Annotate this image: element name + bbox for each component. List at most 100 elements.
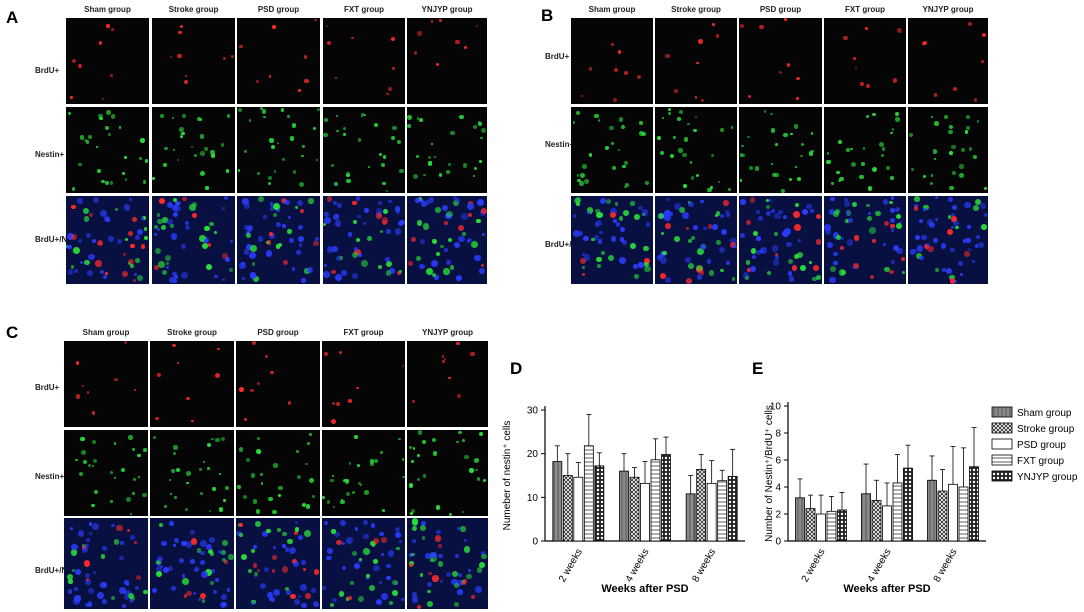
micrograph-c-r0-g2 — [236, 341, 320, 427]
cell-dot — [808, 260, 812, 264]
cell-dot — [445, 259, 452, 266]
cell-dot — [278, 242, 283, 247]
cell-dot — [129, 595, 136, 602]
cell-dot — [400, 597, 405, 602]
cell-dot — [756, 236, 761, 241]
cell-dot — [395, 526, 401, 532]
cell-dot — [179, 24, 184, 28]
cell-dot — [110, 27, 115, 31]
cell-dot — [273, 463, 278, 468]
cell-dot — [377, 264, 383, 270]
cell-dot — [224, 485, 229, 490]
cell-dot — [788, 276, 795, 282]
cell-dot — [185, 541, 192, 548]
micrograph-a-r1-g1 — [152, 107, 235, 193]
cell-dot — [287, 400, 292, 405]
cell-dot — [129, 599, 134, 604]
cell-dot — [794, 224, 801, 232]
cell-dot — [914, 234, 921, 241]
cell-dot — [868, 211, 872, 216]
cell-dot — [381, 509, 385, 512]
cell-dot — [102, 274, 108, 280]
cell-dot — [464, 539, 468, 543]
cell-dot — [82, 384, 85, 387]
cell-dot — [605, 199, 611, 205]
row-label-1: Nestin+ — [35, 150, 65, 159]
cell-dot — [478, 431, 483, 436]
cell-dot — [474, 458, 480, 464]
cell-dot — [308, 477, 314, 483]
cell-dot — [335, 77, 338, 80]
cell-dot — [209, 581, 214, 586]
cell-dot — [617, 50, 622, 54]
micrograph-b-r2-g3 — [824, 196, 906, 284]
cell-dot — [918, 218, 924, 224]
cell-dot — [229, 268, 233, 272]
cell-dot — [419, 263, 425, 270]
cell-dot — [199, 234, 206, 242]
cell-dot — [417, 196, 422, 201]
cell-dot — [574, 198, 581, 205]
cell-dot — [449, 130, 455, 136]
cell-dot — [156, 555, 164, 563]
cell-dot — [445, 571, 452, 577]
cell-dot — [162, 566, 170, 574]
cell-dot — [67, 589, 73, 594]
cell-dot — [688, 263, 694, 269]
cell-dot — [265, 250, 273, 257]
cell-dot — [890, 223, 895, 229]
group-header: Sham group — [84, 5, 131, 14]
cell-dot — [430, 260, 438, 268]
cell-dot — [431, 239, 436, 244]
cell-dot — [481, 208, 487, 214]
cell-dot — [837, 140, 842, 145]
cell-dot — [313, 18, 317, 22]
cell-dot — [641, 209, 649, 217]
cell-dot — [909, 249, 916, 255]
micrograph-c-r0-g3 — [322, 341, 405, 427]
micrograph-b-r0-g1 — [655, 18, 737, 104]
cell-dot — [730, 238, 737, 245]
cell-dot — [180, 243, 186, 249]
cell-dot — [834, 208, 840, 214]
cell-dot — [657, 255, 662, 261]
cell-dot — [222, 278, 226, 282]
cell-dot — [399, 168, 404, 174]
cell-dot — [461, 212, 468, 220]
cell-dot — [413, 173, 419, 179]
cell-dot — [338, 591, 345, 598]
cell-dot — [385, 575, 391, 581]
cell-dot — [169, 277, 175, 283]
cell-dot — [717, 180, 720, 183]
cell-dot — [171, 117, 174, 120]
cell-dot — [266, 240, 270, 244]
cell-dot — [577, 178, 581, 183]
cell-dot — [783, 132, 788, 138]
cell-dot — [443, 268, 450, 275]
cell-dot — [966, 126, 971, 131]
cell-dot — [206, 443, 212, 448]
cell-dot — [808, 151, 814, 156]
micrograph-a-r1-g4 — [407, 107, 487, 193]
cell-dot — [306, 441, 310, 445]
cell-dot — [411, 596, 419, 603]
cell-dot — [129, 198, 133, 202]
cell-dot — [883, 221, 889, 226]
group-header: FXT group — [845, 5, 885, 14]
cell-dot — [215, 372, 221, 378]
cell-dot — [154, 232, 158, 236]
cell-dot — [130, 512, 133, 515]
cell-dot — [446, 169, 450, 174]
cell-dot — [412, 399, 416, 404]
cell-dot — [287, 538, 293, 545]
cell-dot — [226, 588, 231, 592]
cell-dot — [352, 200, 357, 206]
cell-dot — [266, 528, 272, 534]
cell-dot — [299, 209, 304, 214]
cell-dot — [142, 448, 147, 453]
cell-dot — [286, 590, 291, 595]
cell-dot — [373, 458, 379, 464]
cell-dot — [417, 430, 422, 435]
cell-dot — [697, 247, 704, 255]
micrograph-c-r1-g0 — [64, 430, 148, 516]
